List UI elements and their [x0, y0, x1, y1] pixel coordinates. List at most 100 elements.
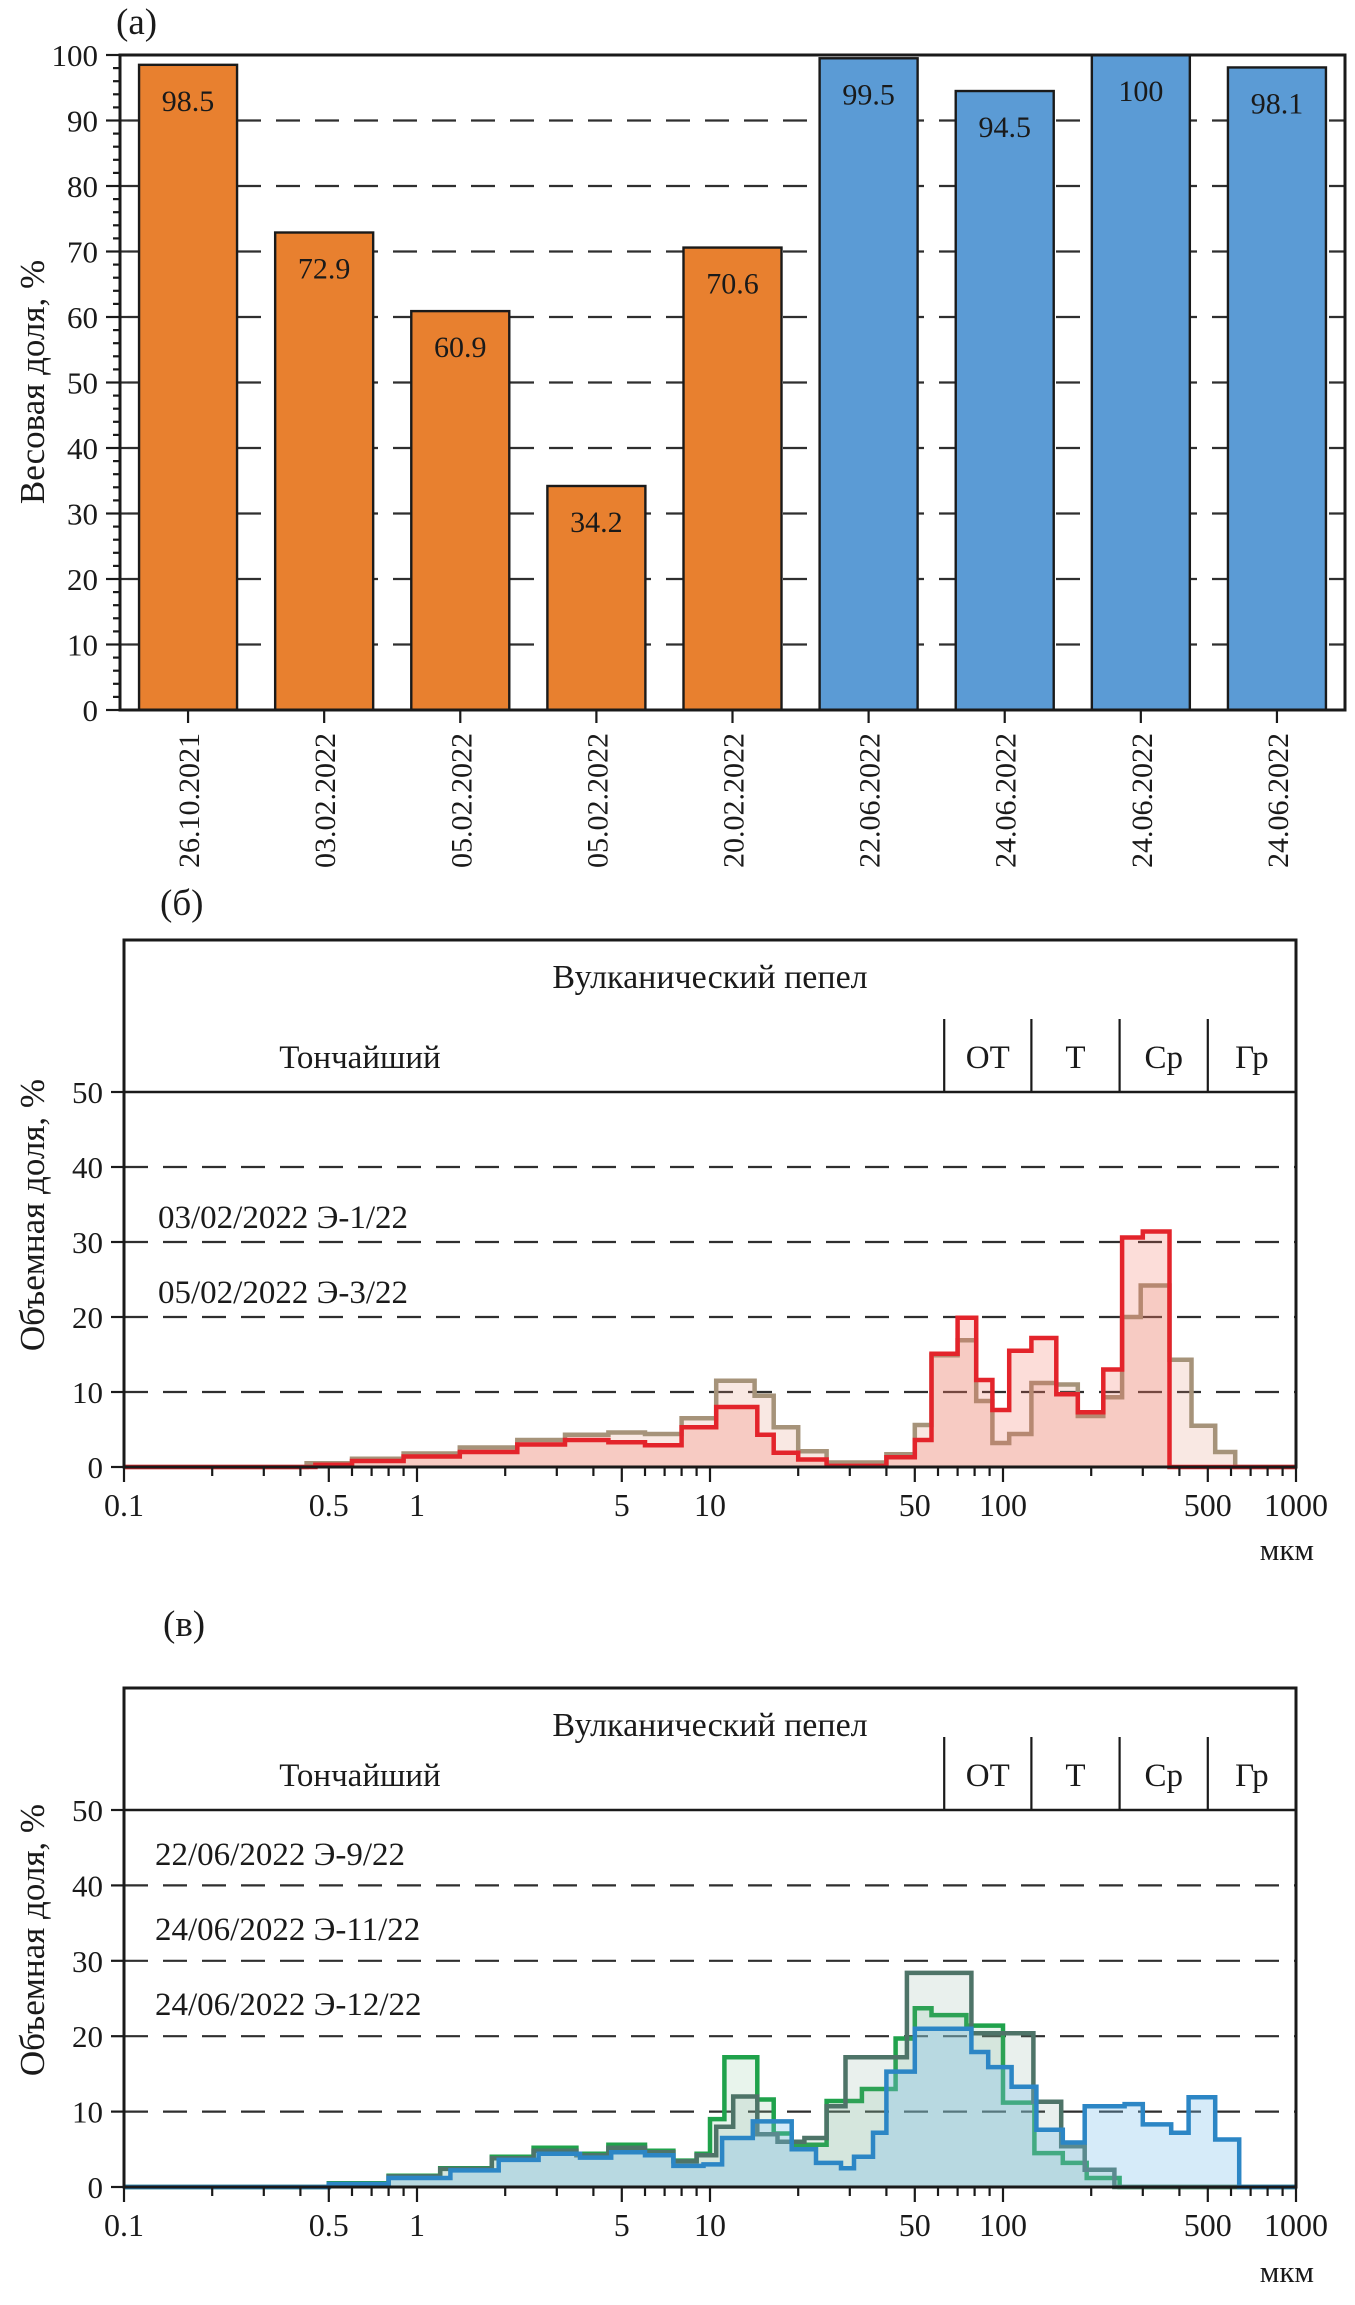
x-tick-label: 500 [1184, 1487, 1232, 1523]
legend-entry: 05/02/2022 Э-3/22 [158, 1275, 408, 1311]
bar [682, 246, 783, 712]
plot-border [118, 53, 1347, 712]
y-tick-label: 20 [67, 562, 98, 597]
panel-v-plot-area: ОТ Т Ср Гр 0 10 20 30 40 50 0.1 0.5 1 5 10 50 100 500 1000… [72, 1686, 1328, 2243]
series-line [124, 1970, 1296, 2190]
class-label: Т [1065, 1758, 1085, 1794]
series-area [124, 1285, 1296, 1467]
x-date-label: 22.06.2022 [854, 733, 887, 868]
series-line [124, 2026, 1296, 2190]
x-date-label: 05.02.2022 [445, 733, 478, 868]
y-tick-label: 0 [88, 1450, 104, 1485]
plot-border [122, 1686, 1298, 2189]
panel-v-x-unit-label: мкм [1260, 2254, 1314, 2289]
y-tick-label: 30 [67, 497, 98, 532]
bar-value-label: 98.5 [162, 85, 215, 118]
y-tick-label: 10 [67, 628, 98, 663]
panel-b-fine-class-label: Тончайший [279, 1040, 440, 1076]
y-tick-label: 30 [72, 1944, 103, 1979]
bar-value-label: 70.6 [706, 268, 759, 301]
bar-value-label: 72.9 [298, 253, 351, 286]
legend-entry: 22/06/2022 Э-9/22 [155, 1837, 405, 1873]
bar [410, 309, 511, 712]
y-tick-label: 70 [67, 235, 98, 270]
legend-entry: 24/06/2022 Э-11/22 [155, 1912, 420, 1948]
y-tick-label: 90 [67, 104, 98, 139]
x-tick-label: 10 [694, 2207, 726, 2243]
y-tick-label: 0 [88, 2170, 104, 2205]
x-tick-label: 100 [979, 2207, 1027, 2243]
bar [818, 57, 919, 712]
x-tick-label: 0.1 [104, 2207, 144, 2243]
panel-b-plot-area: ОТ Т Ср Гр 0 10 20 30 40 50 0.1 0.5 1 5 10 50 100 500 1000… [72, 938, 1328, 1523]
x-date-label: 20.02.2022 [718, 733, 751, 868]
panel-v-fine-class-label: Тончайший [279, 1758, 440, 1794]
y-tick-label: 100 [52, 38, 99, 73]
panel-b-label: (б) [160, 883, 203, 924]
class-label: Ср [1144, 1040, 1183, 1076]
y-tick-label: 0 [83, 693, 99, 728]
y-tick-label: 50 [72, 1793, 103, 1828]
panel-b-x-unit-label: мкм [1260, 1532, 1314, 1567]
y-tick-label: 10 [72, 1375, 103, 1410]
x-tick-label: 50 [899, 1487, 931, 1523]
bar [1090, 53, 1192, 712]
y-tick-label: 30 [72, 1225, 103, 1260]
bar [273, 231, 375, 712]
class-label: Ср [1144, 1758, 1183, 1794]
legend-entry: 24/06/2022 Э-12/22 [155, 1987, 422, 2023]
y-tick-label: 50 [72, 1075, 103, 1110]
y-tick-label: 80 [67, 169, 98, 204]
x-tick-label: 5 [614, 1487, 630, 1523]
bar [137, 63, 239, 712]
x-tick-label: 0.5 [309, 2207, 349, 2243]
x-date-label: 24.06.2022 [990, 733, 1023, 868]
y-tick-label: 10 [72, 2095, 103, 2130]
panel-v: (в) Объемная доля, % ОТ Т Ср Гр 0 10 20 30 40 50 0… [13, 1604, 1328, 2289]
x-tick-label: 1 [409, 2207, 425, 2243]
bar [1226, 66, 1328, 712]
panel-v-header-title: Вулканический пепел [552, 1707, 867, 1744]
x-tick-label: 1 [409, 1487, 425, 1523]
x-tick-label: 1000 [1264, 2207, 1328, 2243]
panel-b-y-axis-title: Объемная доля, % [13, 1079, 52, 1351]
class-label: ОТ [966, 1040, 1010, 1076]
y-tick-label: 20 [72, 2019, 103, 2054]
bar-value-label: 34.2 [570, 506, 623, 539]
x-date-label: 24.06.2022 [1262, 733, 1295, 868]
y-tick-label: 50 [67, 366, 98, 401]
panel-b-header-title: Вулканический пепел [552, 959, 867, 996]
legend-entry: 03/02/2022 Э-1/22 [158, 1200, 408, 1236]
x-tick-label: 0.5 [309, 1487, 349, 1523]
class-label: ОТ [966, 1758, 1010, 1794]
y-tick-label: 40 [72, 1868, 103, 1903]
panel-a-label: (а) [116, 2, 157, 43]
class-label: Т [1065, 1040, 1085, 1076]
bar-value-label: 60.9 [434, 331, 487, 364]
series-area [124, 1972, 1296, 2187]
y-tick-label: 40 [67, 431, 98, 466]
bar [954, 89, 1055, 712]
panel-a-plot-area: 98.5 72.9 60.9 34.2 70.6 99.5 94.5 100 98.1 0 10 20… [52, 38, 1347, 868]
x-date-label: 24.06.2022 [1126, 733, 1159, 868]
y-tick-label: 40 [72, 1150, 103, 1185]
bar-value-label: 94.5 [978, 111, 1031, 144]
bar-value-label: 99.5 [842, 78, 895, 111]
bar-value-label: 100 [1118, 75, 1163, 108]
x-tick-label: 100 [979, 1487, 1027, 1523]
panel-b: (б) Объемная доля, % ОТ Т Ср Гр010203040500… [13, 883, 1328, 1567]
x-date-label: 03.02.2022 [309, 733, 342, 868]
x-tick-label: 1000 [1264, 1487, 1328, 1523]
panel-v-label: (в) [163, 1604, 205, 1645]
bar-value-label: 98.1 [1251, 87, 1304, 120]
class-label: Гр [1235, 1040, 1269, 1076]
panel-v-y-axis-title: Объемная доля, % [13, 1804, 52, 2076]
y-tick-label: 20 [72, 1300, 103, 1335]
plot-border [122, 938, 1298, 1469]
x-date-label: 05.02.2022 [581, 733, 614, 868]
x-date-label: 26.10.2021 [173, 733, 206, 868]
class-label: Гр [1235, 1758, 1269, 1794]
x-tick-label: 50 [899, 2207, 931, 2243]
